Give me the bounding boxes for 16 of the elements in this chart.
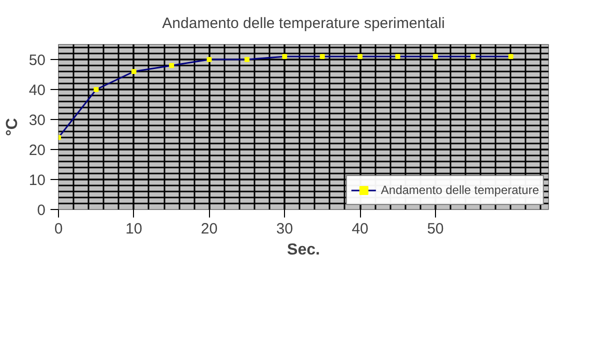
legend-label: Andamento delle temperature: [380, 183, 539, 197]
x-tick-label: 30: [276, 220, 293, 238]
y-tick-label: 10: [28, 172, 46, 189]
x-tick-label: 0: [54, 220, 63, 238]
x-axis-title: Sec.: [287, 242, 320, 258]
y-tick-label: 50: [28, 52, 46, 69]
x-tick-label: 20: [200, 220, 218, 238]
x-tick-label: 50: [427, 220, 444, 238]
y-tick-label: 20: [28, 142, 46, 159]
y-tick-label: 30: [28, 112, 46, 129]
x-tick-label: 10: [126, 220, 142, 238]
chart-title: Andamento delle temperature sperimentali: [162, 15, 445, 32]
y-axis-title: °C: [4, 118, 21, 136]
x-tick-label: 40: [352, 220, 368, 238]
y-tick-label: 0: [37, 202, 46, 219]
y-tick-label: 40: [28, 82, 46, 99]
